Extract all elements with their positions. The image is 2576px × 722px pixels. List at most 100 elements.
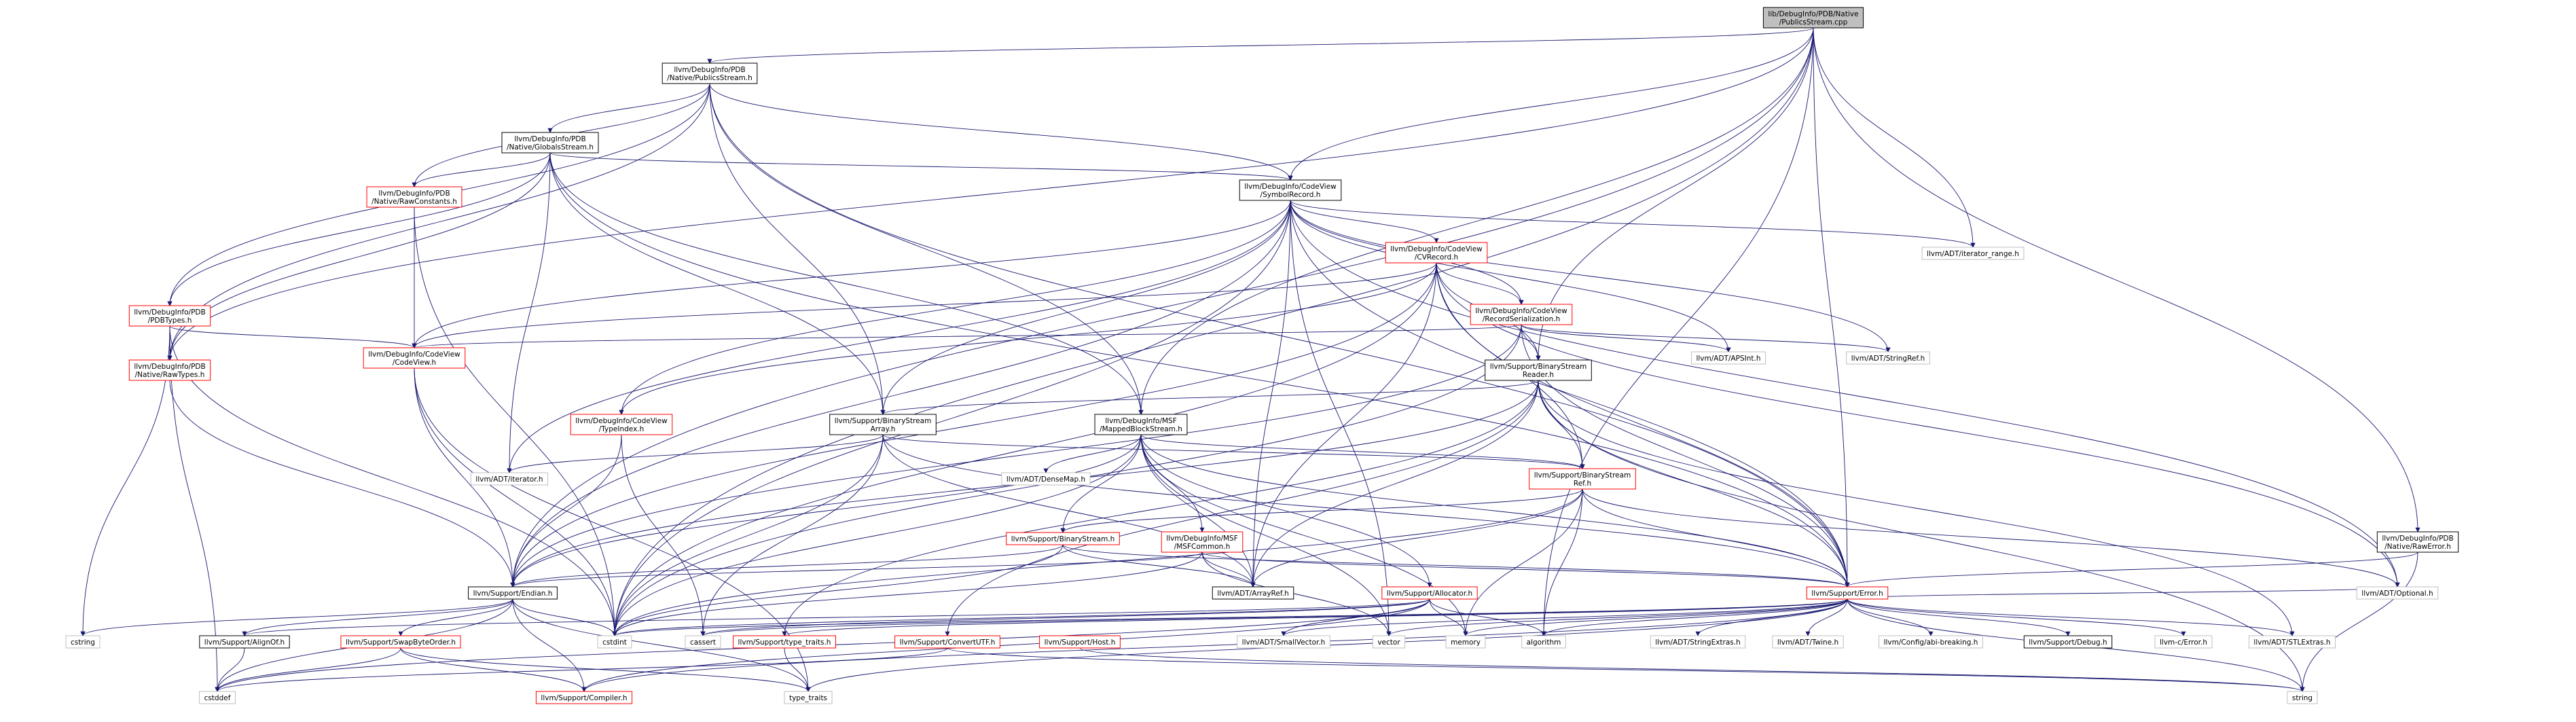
edge-rawtypes-to-endian (169, 380, 515, 588)
edge-bsref-to-arrayref (1250, 488, 1583, 588)
edge-msfcommon-to-cstdint (612, 552, 1203, 636)
graph-node-host[interactable]: llvm/Support/Host.h (1039, 635, 1121, 649)
node-label: llvm/ADT/ArrayRef.h (1217, 590, 1289, 598)
graph-node-arrayref[interactable]: llvm/ADT/ArrayRef.h (1212, 586, 1294, 600)
edge-mapped-to-bsref (1140, 434, 1585, 469)
node-box (128, 359, 211, 381)
edge-publics_h-to-error (709, 83, 1850, 588)
node-box (199, 691, 236, 704)
graph-node-typetraits_h[interactable]: llvm/Support/type_traits.h (733, 635, 836, 649)
edge-error-to-smallvector (1281, 598, 1848, 636)
graph-node-publics_h[interactable]: llvm/DebugInfo/PDB/Native/PublicsStream.… (661, 62, 758, 84)
node-box (199, 635, 290, 649)
edge-root-to-bsreader (1536, 27, 1814, 361)
graph-node-iterrange: llvm/ADT/iterator_range.h (1921, 247, 2025, 260)
edge-mapped-to-bstream (1060, 434, 1142, 533)
graph-node-msfcommon[interactable]: llvm/DebugInfo/MSF/MSFCommon.h (1161, 531, 1244, 553)
node-label: Reader.h (1523, 371, 1554, 379)
edge-mapped-to-endian (510, 434, 1142, 588)
node-box (1846, 351, 1930, 365)
node-box (1001, 472, 1091, 486)
edge-bsarray-to-cassert (700, 434, 884, 636)
edge-cvrecord-to-error (1436, 262, 1850, 588)
edge-bstream-to-error (1062, 544, 1850, 588)
edge-root-to-publics_h (707, 27, 1814, 64)
edge-bsarray-to-cstdint (612, 434, 884, 636)
graph-node-codeview[interactable]: llvm/DebugInfo/CodeView/CodeView.h (363, 347, 466, 369)
graph-node-error[interactable]: llvm/Support/Error.h (1806, 586, 1889, 600)
edge-globals_h-to-mapped (549, 152, 1144, 415)
edge-symrec-to-stringref (1290, 200, 1891, 353)
edge-publics_h-to-symrec (709, 83, 1293, 181)
graph-node-rawtypes[interactable]: llvm/DebugInfo/PDB/Native/RawTypes.h (128, 359, 211, 381)
node-box (1094, 414, 1188, 435)
node-box (733, 635, 836, 649)
node-label: llvm/ADT/Twine.h (1777, 638, 1838, 647)
graph-node-cstring: cstring (65, 635, 101, 649)
graph-node-endian[interactable]: llvm/Support/Endian.h (468, 586, 558, 600)
graph-node-swapbyte[interactable]: llvm/Support/SwapByteOrder.h (340, 635, 461, 649)
node-box (535, 691, 633, 704)
edge-msfcommon-to-error (1201, 552, 1850, 588)
edge-cvrecord-to-cstdint (612, 262, 1437, 636)
edge-root-to-mapped (1138, 27, 1814, 415)
edge-swapbyte-to-cstddef (215, 647, 401, 692)
graph-node-twine: llvm/ADT/Twine.h (1772, 635, 1844, 649)
node-label: /SymbolRecord.h (1260, 191, 1321, 199)
edge-symrec-to-adtiter (507, 200, 1291, 473)
edge-allocator-to-algorithm (1429, 598, 1546, 636)
edge-allocator-to-memory (1429, 598, 1468, 636)
edge-recser-to-codeview (412, 324, 1522, 348)
edge-alignof-to-cstddef (215, 647, 245, 692)
graph-node-globals_h[interactable]: llvm/DebugInfo/PDB/Native/GlobalsStream.… (501, 132, 599, 154)
edge-error-to-twine (1805, 598, 1848, 636)
graph-node-alignof[interactable]: llvm/Support/AlignOf.h (199, 635, 290, 649)
node-label: llvm/Support/Compiler.h (541, 694, 627, 702)
graph-node-apsint: llvm/ADT/APSInt.h (1690, 351, 1766, 365)
graph-node-rawconst[interactable]: llvm/DebugInfo/PDB/Native/RawConstants.h (366, 186, 462, 208)
graph-node-cstdint: cstdint (597, 635, 632, 649)
edge-root-to-cstdint (612, 27, 1814, 636)
node-label: /MappedBlockStream.h (1100, 425, 1182, 433)
node-label: /Native/PublicsStream.h (667, 74, 752, 82)
node-box (501, 132, 599, 154)
node-box (363, 347, 466, 369)
edge-error-to-stlextras (1847, 598, 2295, 636)
edge-bsref-to-error (1582, 488, 1850, 588)
node-label: llvm/DebugInfo/CodeView (368, 350, 460, 359)
graph-node-compiler[interactable]: llvm/Support/Compiler.h (535, 691, 633, 704)
graph-node-convertutf[interactable]: llvm/Support/ConvertUTF.h (894, 635, 1000, 649)
node-box (1879, 635, 1983, 649)
edge-symrec-to-iterrange (1290, 200, 1976, 248)
graph-node-rawerror[interactable]: llvm/DebugInfo/PDB/Native/RawError.h (2376, 531, 2459, 553)
graph-node-bstream[interactable]: llvm/Support/BinaryStream.h (1006, 532, 1120, 545)
node-box (1039, 635, 1121, 649)
edge-bstream-to-cstdint (612, 544, 1064, 636)
graph-node-allocator[interactable]: llvm/Support/Allocator.h (1381, 586, 1478, 600)
edge-typeindex-to-cassert (621, 434, 706, 636)
node-box (2356, 586, 2439, 600)
node-label: memory (1451, 638, 1481, 647)
node-box (570, 414, 673, 435)
graph-node-cstddef: cstddef (199, 691, 236, 704)
graph-node-string: string (2287, 691, 2318, 704)
graph-node-mapped[interactable]: llvm/DebugInfo/MSF/MappedBlockStream.h (1094, 414, 1188, 435)
edge-bsref-to-memory (1463, 488, 1583, 636)
graph-node-typeindex[interactable]: llvm/DebugInfo/CodeView/TypeIndex.h (570, 414, 673, 435)
edge-typeindex-to-endian (510, 434, 622, 588)
graph-node-pdbtypes[interactable]: llvm/DebugInfo/PDB/PDBTypes.h (128, 305, 211, 327)
graph-node-recser[interactable]: llvm/DebugInfo/CodeView/RecordSerializat… (1470, 304, 1573, 325)
node-box (2023, 635, 2113, 649)
edge-bsreader-to-convertutf (945, 380, 1539, 636)
graph-node-cvrecord[interactable]: llvm/DebugInfo/CodeView/CVRecord.h (1385, 242, 1488, 264)
edge-bsreader-to-string (1538, 380, 2305, 692)
graph-node-debug[interactable]: llvm/Support/Debug.h (2023, 635, 2113, 649)
edge-root-to-algorithm (1541, 27, 1814, 636)
edge-endian-to-cstdint (512, 598, 617, 636)
graph-node-symrec[interactable]: llvm/DebugInfo/CodeView/SymbolRecord.h (1239, 179, 1342, 201)
edge-error-to-algorithm (1541, 598, 1848, 636)
node-box (1762, 7, 1864, 29)
